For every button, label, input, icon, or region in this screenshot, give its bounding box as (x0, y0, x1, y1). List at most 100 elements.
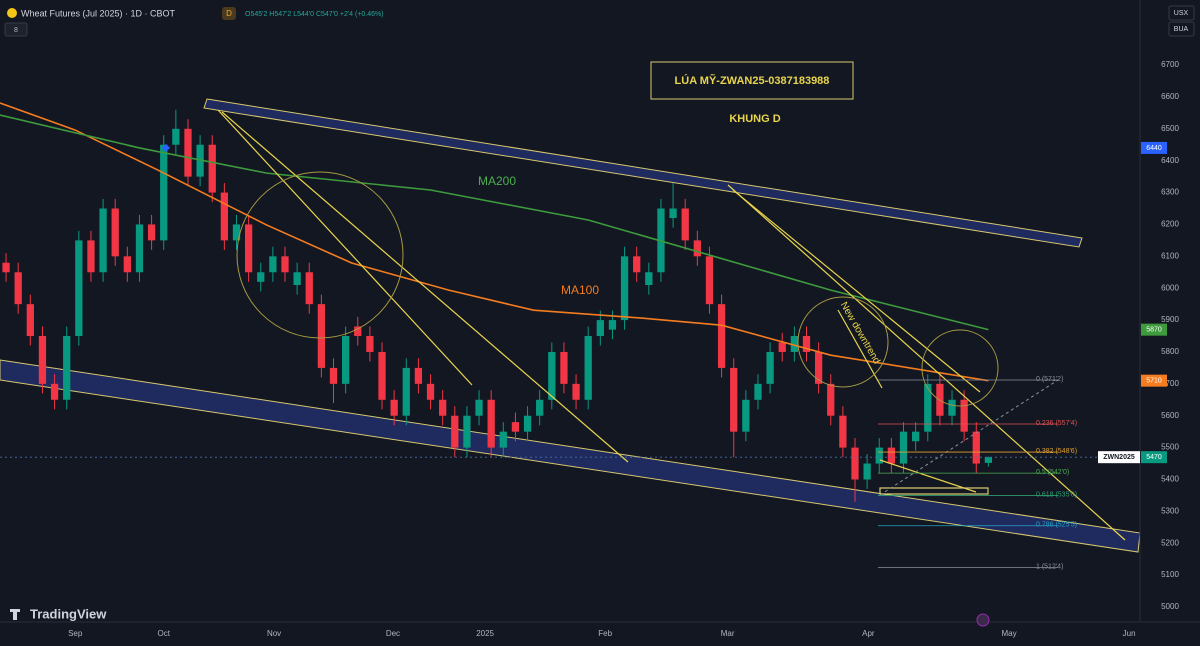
candle-body (766, 351, 774, 384)
y-tick-label: 6400 (1161, 156, 1179, 165)
candle-body (742, 399, 750, 432)
candle-body (366, 336, 374, 352)
symbol-tag-bg (1098, 451, 1140, 464)
price-tag-label: 5470 (1146, 454, 1162, 461)
candle-body (329, 367, 338, 384)
candle-body (451, 415, 459, 448)
candle-body (50, 383, 59, 400)
events-icon[interactable] (976, 613, 990, 627)
candle-body (208, 144, 216, 193)
candle-body (135, 224, 144, 273)
currency: USX (1174, 10, 1189, 17)
fib-label: 0 (571'2) (1036, 376, 1063, 383)
candle-body (924, 383, 932, 432)
candle-body (705, 256, 714, 305)
fib-label: 0.236 (557'4) (1036, 420, 1077, 427)
candle-body (26, 304, 34, 337)
target-box (879, 487, 989, 495)
ohlc: O545'2 H547'2 L544'0 C547'0 +2'4 (+0.46%… (245, 11, 384, 18)
candle-body (475, 399, 483, 416)
fib-label: 1 (512'4) (1036, 563, 1063, 570)
candle-body (439, 399, 447, 416)
circles (236, 171, 999, 407)
unit-button[interactable] (1168, 21, 1195, 37)
candle-body (499, 431, 507, 448)
fib-label: 0.618 (535'0) (1036, 491, 1077, 498)
candle-body (778, 342, 786, 352)
y-tick-label: 5000 (1161, 602, 1179, 611)
candle-body (160, 144, 168, 241)
alert-marker (162, 143, 170, 152)
trend-line (727, 184, 1126, 541)
x-tick-label: Mar (721, 629, 735, 638)
price-tag (1141, 374, 1167, 387)
y-tick-label: 5800 (1161, 347, 1179, 356)
ma-line (0, 114, 989, 331)
candle-body (281, 256, 289, 273)
y-tick-label: 6000 (1161, 283, 1179, 292)
candle-body (645, 272, 653, 286)
candle-body (342, 336, 350, 384)
candle-body (244, 224, 253, 273)
arrow-line (879, 459, 977, 493)
symbol-icon (7, 8, 17, 18)
price-tag (1141, 323, 1167, 336)
candle-body (38, 336, 47, 384)
candle-body (960, 399, 968, 432)
candle-body (560, 351, 568, 384)
candle-body (390, 399, 398, 416)
x-tick-label: Feb (598, 629, 612, 638)
indicator-count: 8 (14, 27, 18, 34)
candle-body (814, 351, 823, 384)
candle-body (633, 256, 641, 273)
trend-line (217, 109, 473, 386)
badge (222, 7, 236, 20)
indicator-toggle[interactable] (4, 22, 28, 37)
watermark: TradingView (30, 606, 107, 621)
candle-body (572, 383, 580, 400)
candle-body (63, 336, 71, 400)
candle-body (463, 415, 471, 448)
fib-trend (879, 379, 1059, 496)
candle-body (2, 262, 10, 273)
unit: BUA (1174, 26, 1189, 33)
y-tick-label: 5300 (1161, 506, 1179, 515)
y-tick-label: 5400 (1161, 475, 1179, 484)
fib-label: 0.382 (548'6) (1036, 448, 1077, 455)
trend-lines (217, 109, 1126, 541)
candle-body (257, 272, 265, 282)
candle-body (426, 383, 435, 400)
candle-body (790, 336, 798, 352)
candle-body (717, 304, 726, 368)
candle-body (754, 383, 762, 400)
candle-body (184, 128, 192, 177)
candle-body (875, 447, 883, 464)
candle-body (681, 208, 689, 241)
candle-body (972, 431, 980, 464)
ma200-label: MA200 (478, 174, 516, 188)
ma-line (0, 102, 989, 382)
candle-body (887, 447, 896, 464)
candle-body (111, 208, 119, 257)
candle-body (147, 224, 156, 241)
candle-body (863, 463, 871, 480)
candle-body (608, 320, 617, 330)
candle-body (536, 399, 544, 416)
y-tick-label: 6200 (1161, 220, 1179, 229)
currency-button[interactable] (1168, 5, 1195, 21)
candle-body (596, 320, 604, 337)
timeframe-label: KHUNG D (729, 113, 780, 125)
y-tick-label: 6100 (1161, 251, 1179, 260)
candle-body (669, 208, 677, 219)
candle-body (912, 431, 920, 442)
circle (236, 171, 404, 339)
candle-body (378, 351, 386, 400)
x-tick-label: Apr (862, 629, 875, 638)
x-tick-label: 2025 (476, 629, 494, 638)
interval-badge: D (226, 9, 232, 18)
price-tag-label: 5870 (1146, 326, 1162, 333)
candle-body (123, 256, 131, 273)
price-tag-label: 6440 (1146, 145, 1162, 152)
candle-body (984, 457, 993, 463)
